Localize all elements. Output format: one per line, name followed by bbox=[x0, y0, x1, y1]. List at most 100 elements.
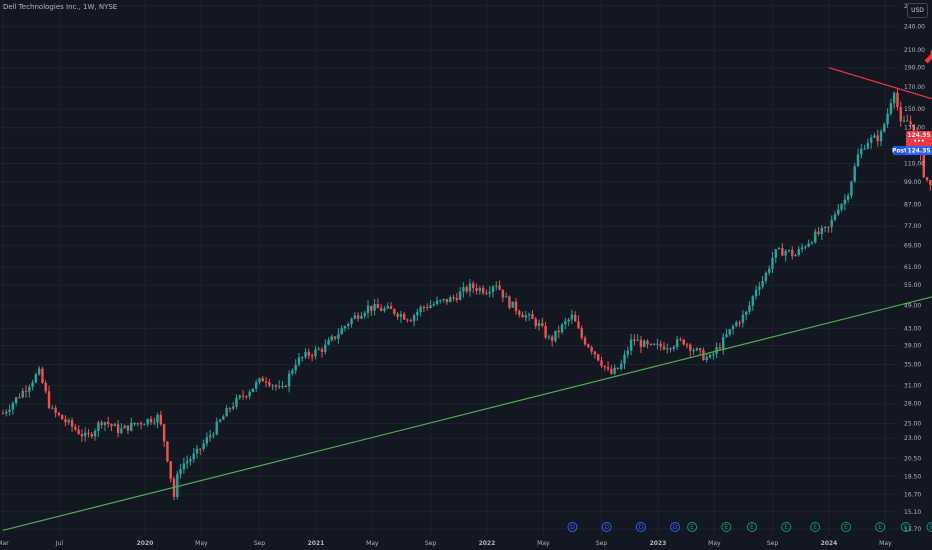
candle-body bbox=[324, 344, 327, 352]
candle-body bbox=[488, 291, 491, 294]
candle-body bbox=[74, 426, 77, 430]
x-tick-label: 2024 bbox=[821, 540, 838, 547]
symbol-title: Dell Technologies Inc., 1W, NYSE bbox=[3, 3, 118, 11]
candle-body bbox=[564, 321, 567, 325]
candle-body bbox=[366, 305, 370, 313]
candle-body bbox=[396, 313, 399, 317]
candle-body bbox=[130, 422, 133, 431]
candle-body bbox=[199, 448, 202, 450]
candle-body bbox=[659, 343, 662, 347]
y-tick-label: 170.00 bbox=[904, 84, 925, 91]
candle-body bbox=[57, 412, 61, 415]
candle-body bbox=[758, 286, 761, 290]
candle-body bbox=[248, 391, 251, 397]
candle-body bbox=[869, 137, 873, 143]
candle-body bbox=[633, 339, 636, 341]
y-tick-label: 13.70 bbox=[904, 526, 921, 533]
candle-body bbox=[794, 255, 797, 257]
candle-body bbox=[781, 247, 784, 256]
candle-body bbox=[268, 381, 271, 386]
candle-body bbox=[146, 418, 149, 425]
candle-body bbox=[116, 424, 120, 433]
candle-body bbox=[590, 347, 593, 352]
y-tick-label: 28.00 bbox=[904, 401, 921, 408]
candle-body bbox=[498, 285, 501, 290]
candle-body bbox=[442, 298, 445, 301]
trend-lines bbox=[2, 67, 932, 531]
candle-body bbox=[679, 339, 682, 341]
candle-body bbox=[820, 227, 824, 234]
candle-body bbox=[465, 287, 468, 292]
candle-body bbox=[402, 314, 406, 320]
candle-body bbox=[606, 367, 610, 369]
candle-body bbox=[708, 354, 712, 358]
candle-body bbox=[626, 350, 630, 355]
candle-body bbox=[14, 397, 18, 404]
candle-body bbox=[725, 334, 728, 337]
y-tick-label: 240.00 bbox=[904, 24, 925, 31]
earnings-marker-ring bbox=[810, 522, 821, 532]
candle-body bbox=[103, 422, 107, 425]
candle-body bbox=[728, 329, 731, 335]
y-tick-label: 190.00 bbox=[904, 65, 925, 72]
candle-body bbox=[449, 297, 452, 303]
y-tick-label: 49.00 bbox=[904, 302, 921, 309]
candle-body bbox=[889, 103, 893, 114]
candle-body bbox=[24, 390, 28, 392]
x-tick-label: May bbox=[366, 540, 379, 547]
candle-body bbox=[784, 250, 787, 256]
earnings-marker-label: E bbox=[930, 524, 932, 531]
y-tick-label: 35.00 bbox=[904, 361, 921, 368]
candle-body bbox=[110, 424, 113, 427]
candle-body bbox=[432, 304, 435, 306]
candle-body bbox=[333, 336, 337, 339]
candle-body bbox=[712, 353, 715, 355]
candle-body bbox=[133, 422, 136, 425]
y-tick-label: 77.00 bbox=[904, 223, 921, 230]
candle-body bbox=[60, 414, 64, 420]
candle-body bbox=[886, 113, 889, 125]
candle-body bbox=[892, 92, 896, 104]
candle-body bbox=[491, 286, 495, 292]
candle-body bbox=[567, 319, 570, 322]
y-tick-label: 210.00 bbox=[904, 47, 925, 54]
candle-body bbox=[830, 219, 833, 228]
candles bbox=[1, 87, 932, 501]
earnings-marker: E bbox=[746, 522, 757, 532]
candle-body bbox=[317, 349, 320, 351]
candle-body bbox=[807, 243, 810, 247]
x-tick-label: Sep bbox=[254, 540, 266, 547]
candle-body bbox=[593, 351, 597, 355]
candle-body bbox=[511, 301, 514, 308]
candle-body bbox=[610, 368, 613, 374]
candle-body bbox=[426, 307, 429, 309]
candle-body bbox=[675, 339, 679, 347]
dividend-marker-ring bbox=[567, 522, 578, 532]
dividend-marker-label: D bbox=[604, 524, 609, 531]
candle-body bbox=[225, 408, 228, 417]
candle-body bbox=[666, 348, 669, 350]
candle-body bbox=[8, 409, 11, 412]
dividend-marker-ring bbox=[635, 522, 646, 532]
currency-button[interactable]: USD bbox=[907, 3, 928, 18]
y-tick-label: 39.00 bbox=[904, 342, 921, 349]
x-tick-label: Sep bbox=[767, 540, 779, 547]
candle-body bbox=[281, 385, 284, 387]
candle-body bbox=[330, 336, 334, 341]
candle-body bbox=[179, 469, 182, 475]
candle-body bbox=[751, 296, 754, 306]
candle-body bbox=[573, 314, 577, 322]
x-tick-label: Sep bbox=[425, 540, 437, 547]
candle-body bbox=[485, 292, 488, 294]
earnings-marker-label: E bbox=[813, 524, 817, 531]
candle-body bbox=[534, 318, 537, 326]
candle-body bbox=[176, 474, 179, 497]
candle-body bbox=[797, 249, 801, 256]
y-tick-label: 55.00 bbox=[904, 282, 921, 289]
candle-body bbox=[702, 350, 705, 361]
candle-body bbox=[560, 324, 564, 333]
candle-body bbox=[1, 413, 5, 415]
last-price-tag-label: 124.35 bbox=[907, 132, 930, 139]
candle-body bbox=[208, 435, 212, 438]
